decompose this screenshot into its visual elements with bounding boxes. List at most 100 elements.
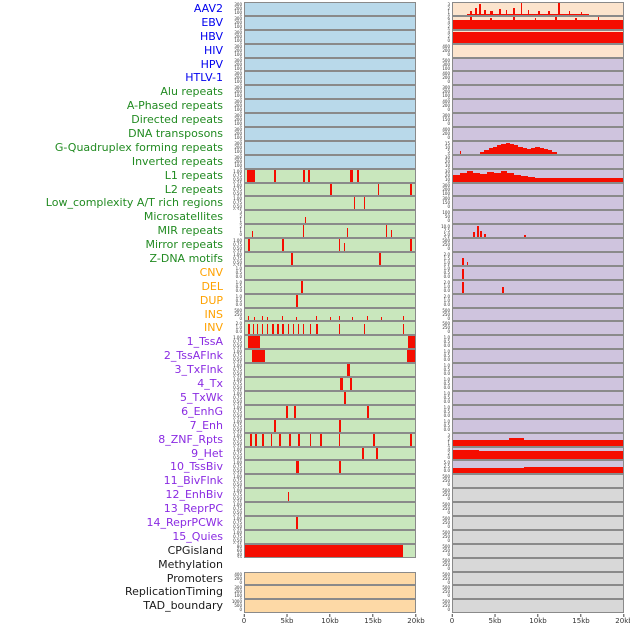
track-panel [244, 390, 416, 405]
y-axis-tick-label: 2.0 [443, 279, 450, 285]
data-bar [403, 323, 405, 335]
y-axis-tick-label: 0.5 [443, 367, 450, 373]
y-axis-tick-label: 1.00 [233, 377, 242, 383]
track-row: ReplicationTiming30020010005002500 [0, 585, 624, 600]
y-axis-tick-label: 0.75 [233, 381, 242, 387]
y-axis-ticks: 500 250 0 [416, 558, 452, 572]
y-axis-ticks: 3002001000 [228, 30, 244, 43]
track-panel [452, 321, 624, 336]
y-axis-tick-label: 0 [239, 140, 242, 141]
y-axis-ticks: 500 250 0 [416, 585, 452, 599]
y-axis-tick-label: 100 [442, 210, 450, 216]
data-bar [367, 405, 370, 418]
track-panel [452, 2, 624, 16]
y-axis-tick-label: 3 [447, 432, 450, 438]
y-axis-tick-label: 1 [239, 228, 242, 234]
data-bar [535, 146, 540, 154]
track-label: Mirror repeats [145, 238, 224, 252]
track-row: 5_TxWk 1.000.750.500.250.00 1.00.50.0 [0, 390, 624, 405]
y-axis-tick-label: 100 [442, 65, 450, 71]
track-panel [452, 543, 624, 558]
data-bar [272, 324, 274, 335]
track-label: DNA transposons [128, 127, 223, 141]
y-axis-tick-label: 0.75 [233, 478, 242, 484]
data-bar [319, 433, 322, 446]
y-axis-tick-label: 250 [442, 575, 450, 581]
y-axis-tick-label: 300 [234, 127, 242, 133]
y-axis-tick-label: 0.5 [444, 265, 450, 266]
y-axis-tick-label: 0 [447, 445, 450, 446]
track-panel [244, 377, 416, 391]
y-axis-ticks: 500 250 0 [416, 516, 452, 530]
y-axis-tick-label: 500 [442, 502, 450, 508]
y-axis-tick-label: 300 [442, 113, 450, 119]
data-bar [453, 449, 479, 460]
y-axis-tick-label: 0.75 [233, 339, 242, 345]
y-axis-tick-label: 0 [447, 510, 450, 516]
y-axis-tick-label: 100 [234, 23, 242, 29]
track-panel [452, 404, 624, 419]
data-bar [526, 148, 532, 154]
data-bar [502, 286, 505, 293]
track-panel [244, 363, 416, 378]
x-axis-tickmark [580, 614, 582, 617]
track-row: Methylation 500 250 0 [0, 557, 624, 572]
y-axis-tick-label: 0 [239, 112, 242, 113]
data-bar [364, 324, 366, 335]
data-bar [267, 316, 269, 321]
y-axis-ticks: 10.07.55.02.50.0 [416, 224, 452, 238]
x-axis-tick-label: 10kb [321, 617, 339, 625]
y-axis-tick-label: 1.00 [233, 252, 242, 258]
y-axis-tick-label: 0 [447, 537, 450, 543]
track-panel [452, 15, 624, 30]
y-axis-tick-label: 500 [442, 474, 450, 480]
y-axis-ticks: 1.000.750.500.250.00 [228, 391, 244, 404]
y-axis-tick-label: 1.0 [443, 260, 450, 266]
data-bar [277, 323, 279, 335]
track-panel [244, 543, 416, 558]
y-axis-ticks: 500 250 0 [416, 544, 452, 558]
data-bar [501, 143, 506, 154]
track-label: L1 repeats [164, 168, 223, 182]
track-panel [244, 99, 416, 114]
y-axis-tick-label: 0 [447, 51, 450, 57]
y-axis-ticks: 3002001000 [228, 113, 244, 127]
y-axis-tick-label: 0 [447, 454, 450, 460]
y-axis-ticks: 500 250 0 [416, 502, 452, 516]
data-bar [406, 350, 415, 363]
data-bar [377, 183, 380, 196]
y-axis-tick-label: 0.5 [235, 269, 242, 275]
data-bar [256, 323, 259, 335]
track-panel [452, 154, 624, 169]
y-axis-ticks: 1.0 0.5 0.0 [416, 363, 452, 377]
y-axis-tick-label: 0.25 [233, 528, 242, 529]
y-axis-tick-label: 0.25 [233, 542, 242, 543]
y-axis-tick-label: 0.75 [233, 422, 242, 428]
track-label: 8_ZNF_Rpts [158, 432, 223, 446]
y-axis-tick-label: 0 [447, 135, 450, 141]
x-axis-tickmark [451, 614, 453, 617]
y-axis-ticks: 1.000.750.500.250.00 [228, 349, 244, 363]
y-axis-tick-label: 200 [234, 589, 242, 595]
track-panel [452, 182, 624, 197]
data-bar [338, 316, 340, 321]
y-axis-tick-label: 1.0 [443, 418, 450, 424]
data-bar [350, 378, 353, 390]
y-axis-tick-label: 0.75 [233, 506, 242, 512]
y-axis-tick-label: 200 [442, 103, 450, 109]
y-axis-ticks: 3002001000 [416, 85, 452, 99]
y-axis-tick-label: 0.75 [233, 436, 242, 442]
data-bar [285, 405, 288, 418]
y-axis-tick-label: 100 [234, 93, 242, 99]
y-axis-tick-label: 0.75 [233, 533, 242, 539]
track-row: Directed repeats30020010003001500 [0, 113, 624, 128]
y-axis-tick-label: 5.0 [443, 232, 450, 238]
data-bar [338, 323, 340, 335]
data-bar [473, 231, 476, 238]
y-axis-ticks: 3020100 [416, 155, 452, 168]
data-bar [409, 433, 412, 446]
y-axis-tick-label: 1.0 [235, 265, 242, 271]
data-bar [453, 175, 460, 182]
y-axis-tick-label: 150 [442, 200, 450, 206]
y-axis-tick-label: 0.0 [235, 301, 242, 307]
